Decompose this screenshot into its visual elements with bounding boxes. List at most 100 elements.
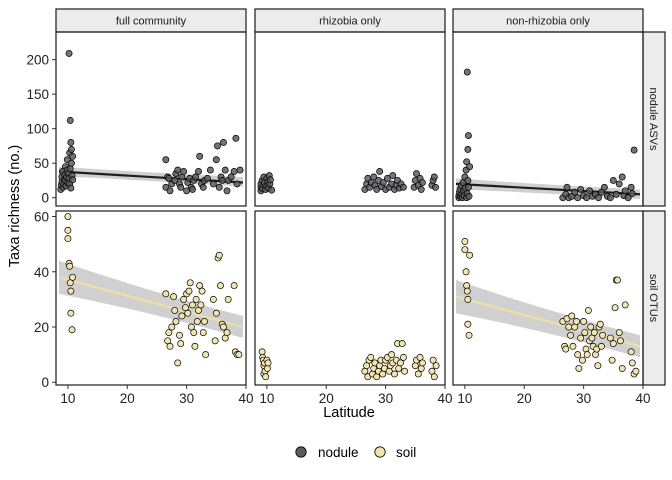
data-point xyxy=(562,345,570,353)
x-tick-label: 40 xyxy=(635,391,650,406)
data-point xyxy=(618,173,626,181)
data-point xyxy=(609,177,617,184)
data-point xyxy=(594,362,602,370)
strip-column-label-2: rhizobia only xyxy=(319,16,381,28)
data-point xyxy=(397,359,404,367)
data-point xyxy=(430,373,438,381)
data-point xyxy=(430,173,438,181)
data-point xyxy=(624,194,632,202)
x-tick-label: 40 xyxy=(238,391,253,406)
x-tick-label: 20 xyxy=(517,391,532,406)
panels-layer: full community rhizobia only non-rhizobia … xyxy=(26,8,666,406)
data-point xyxy=(592,351,599,359)
data-point xyxy=(577,185,585,193)
data-point xyxy=(174,166,182,174)
data-point xyxy=(608,356,616,364)
panel-1-3 xyxy=(452,31,644,207)
data-point xyxy=(172,318,180,325)
data-point xyxy=(67,159,75,167)
data-point xyxy=(197,301,205,309)
data-point xyxy=(627,183,635,191)
data-point xyxy=(615,180,623,188)
panel-1-1 xyxy=(55,31,247,207)
x-tick-label: 10 xyxy=(457,391,472,406)
x-tick-label: 30 xyxy=(179,391,194,406)
data-point xyxy=(616,337,624,345)
data-point xyxy=(218,177,226,184)
data-point xyxy=(606,194,614,202)
legend-label-soil: soil xyxy=(396,445,416,460)
data-point xyxy=(192,295,200,303)
data-point xyxy=(574,194,582,202)
data-point xyxy=(583,351,591,359)
panel-border xyxy=(452,31,644,207)
data-point xyxy=(66,165,74,173)
data-point xyxy=(463,68,471,76)
data-point xyxy=(587,323,595,331)
y-tick-label: 60 xyxy=(34,210,49,225)
data-point xyxy=(466,251,474,259)
data-point xyxy=(612,190,620,198)
data-point xyxy=(193,318,201,325)
data-point xyxy=(571,188,579,196)
data-point xyxy=(191,342,199,350)
data-point xyxy=(176,331,183,339)
y-axis-title: Taxa richness (no.) xyxy=(7,145,23,268)
data-point xyxy=(462,268,470,276)
data-point xyxy=(618,364,626,372)
data-point xyxy=(464,183,472,191)
data-point xyxy=(69,176,77,184)
data-point xyxy=(233,180,241,188)
data-point xyxy=(464,132,472,140)
data-point xyxy=(597,342,605,350)
data-point xyxy=(632,367,640,375)
data-point xyxy=(463,287,471,295)
x-tick-label: 40 xyxy=(437,391,452,406)
data-point xyxy=(223,187,231,195)
y-tick-label: 20 xyxy=(34,320,49,335)
data-point xyxy=(162,156,170,164)
data-point xyxy=(227,173,235,181)
data-point xyxy=(203,174,211,182)
data-point xyxy=(199,329,207,336)
data-point xyxy=(212,156,220,164)
data-point xyxy=(568,312,576,320)
data-point xyxy=(411,362,419,370)
data-point xyxy=(166,187,174,195)
data-point xyxy=(223,329,231,336)
y-tick-label: 0 xyxy=(41,191,49,206)
data-point xyxy=(563,183,571,191)
legend: nodule soil xyxy=(295,445,416,460)
data-point xyxy=(266,176,274,184)
data-point xyxy=(221,166,229,174)
data-point xyxy=(389,172,397,180)
data-point xyxy=(615,329,623,336)
y-tick-label: 150 xyxy=(26,87,49,102)
trend-line xyxy=(58,276,244,329)
data-point xyxy=(578,356,586,364)
data-point xyxy=(432,362,440,370)
data-point xyxy=(414,370,422,378)
panel-border xyxy=(254,210,446,386)
data-point xyxy=(236,166,244,174)
data-point xyxy=(596,320,604,328)
data-point xyxy=(232,134,240,142)
data-point xyxy=(429,356,437,364)
x-tick-label: 20 xyxy=(319,391,334,406)
data-point xyxy=(418,359,426,367)
strip-row-label-1: nodule ASVs xyxy=(647,88,659,151)
data-point xyxy=(577,334,585,342)
data-point xyxy=(599,331,607,339)
data-point xyxy=(219,323,227,331)
data-point xyxy=(432,183,439,191)
data-point xyxy=(606,334,614,342)
panel-border xyxy=(452,210,644,386)
x-tick-label: 20 xyxy=(120,391,135,406)
data-point xyxy=(212,309,220,317)
data-point xyxy=(466,163,474,171)
data-point xyxy=(64,226,72,234)
data-point xyxy=(580,318,588,325)
data-point xyxy=(66,262,74,270)
data-point xyxy=(214,142,221,150)
